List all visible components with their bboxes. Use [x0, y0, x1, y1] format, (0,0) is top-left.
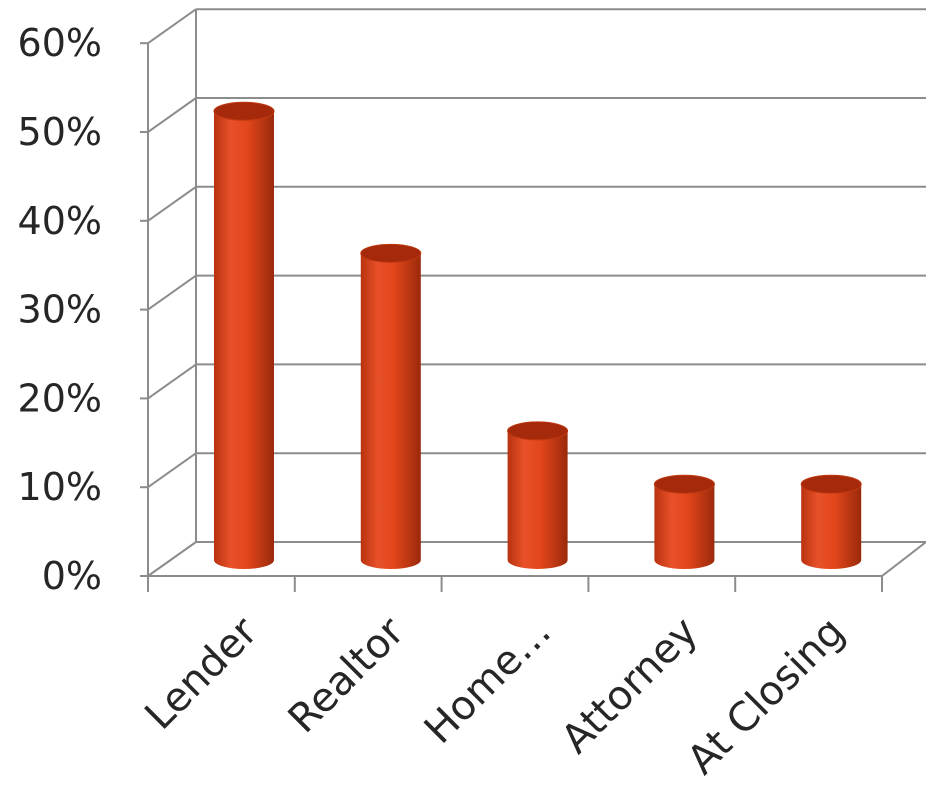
x-tick-label: At Closing: [679, 609, 854, 784]
x-tick-label: Home…: [416, 609, 560, 753]
bar-top: [507, 421, 569, 441]
y-tick-label: 50%: [18, 110, 102, 154]
bar: [507, 421, 569, 569]
bar-body: [360, 253, 421, 569]
bar-body: [654, 484, 715, 569]
y-tick-label: 20%: [18, 376, 102, 420]
bar-top: [653, 474, 715, 494]
bar-body: [507, 430, 568, 569]
gridline-depth: [147, 274, 197, 311]
bar: [653, 474, 715, 569]
y-tick-label: 60%: [18, 21, 102, 65]
y-tick-label: 40%: [18, 199, 102, 243]
bar-top: [360, 243, 422, 263]
gridlines: [147, 8, 926, 577]
y-axis-tick-labels: 0% 10% 20% 30% 40% 50% 60%: [18, 21, 102, 598]
bar: [213, 101, 275, 570]
bar-top: [213, 101, 275, 121]
x-tick-label: Attorney: [553, 609, 707, 763]
axes: [140, 42, 926, 592]
gridline-depth: [147, 185, 197, 222]
x-tick-label: Realtor: [280, 608, 414, 742]
gridline-depth: [147, 97, 197, 133]
bar: [360, 243, 422, 569]
y-tick-label: 0%: [42, 554, 102, 598]
bar-body: [214, 111, 274, 570]
bar: [800, 474, 862, 569]
bar-body: [801, 484, 862, 569]
gridline-depth: [147, 8, 197, 45]
gridline-depth: [147, 541, 197, 577]
floor-right-edge: [881, 541, 926, 577]
x-tick-label: Lender: [136, 608, 266, 738]
y-tick-label: 30%: [18, 288, 102, 332]
y-tick-label: 10%: [18, 465, 102, 509]
gridline-depth: [147, 452, 197, 489]
gridline-depth: [147, 363, 197, 400]
bars: [213, 101, 862, 570]
bar-top: [800, 474, 862, 494]
